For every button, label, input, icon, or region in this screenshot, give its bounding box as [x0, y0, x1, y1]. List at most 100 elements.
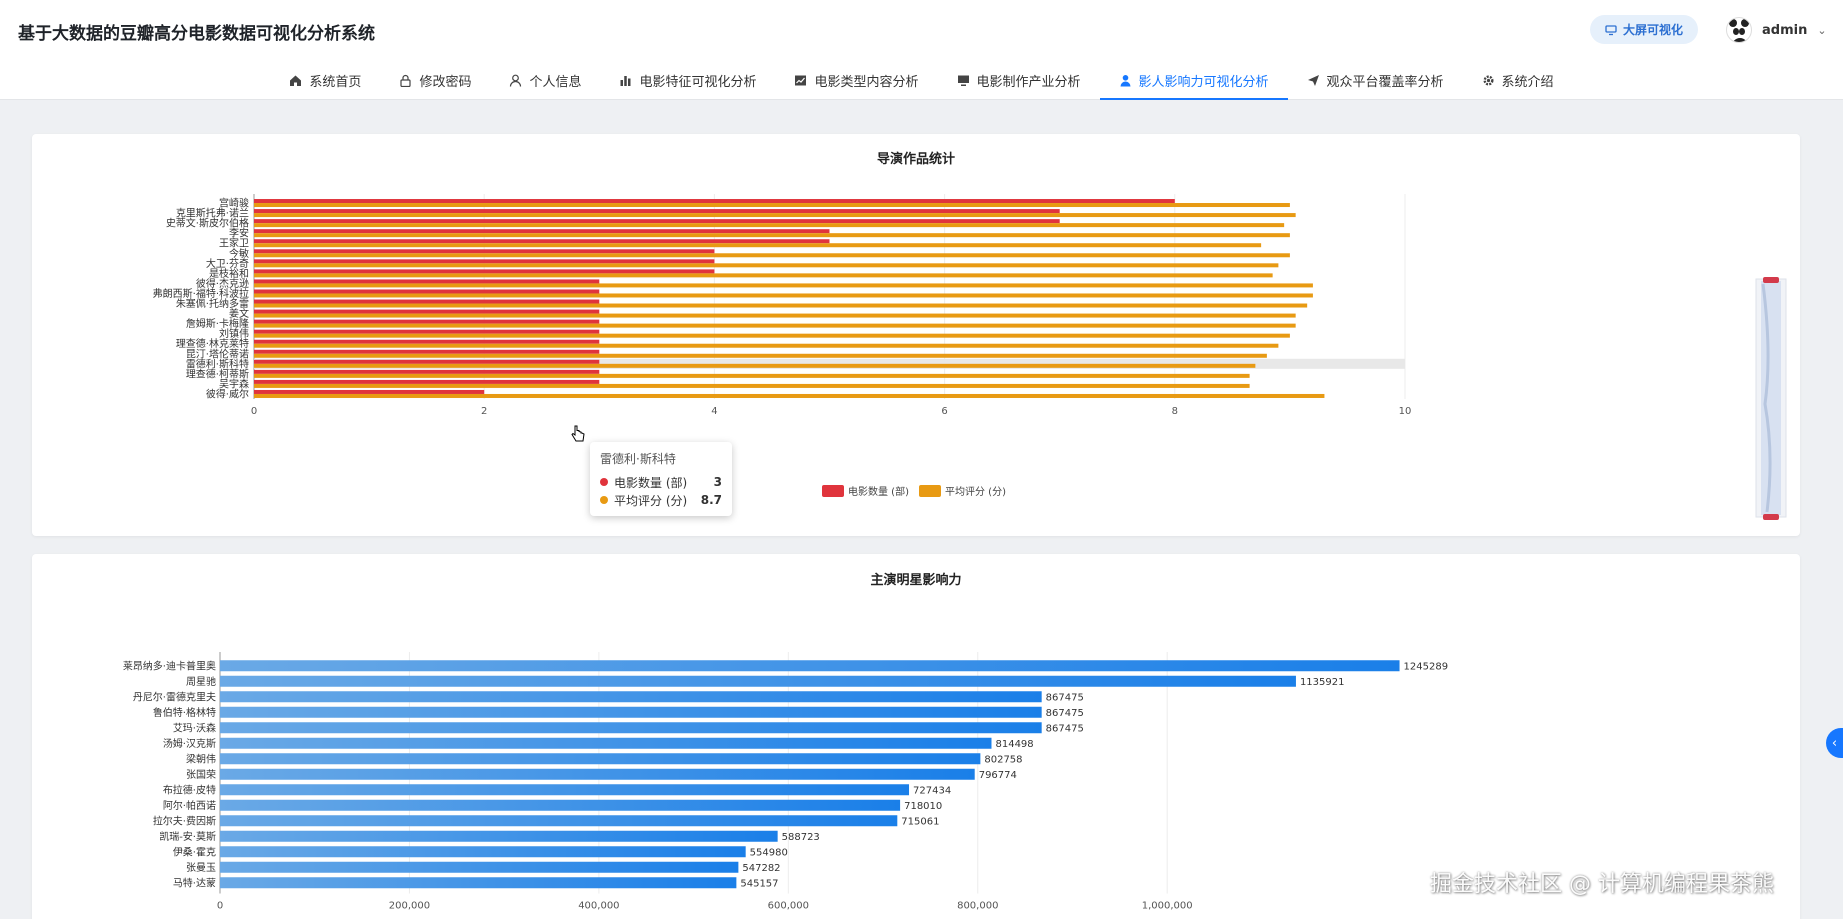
- bar-avg-rating[interactable]: [254, 253, 1290, 258]
- nav-label: 个人信息: [529, 74, 582, 90]
- bar-movie-count[interactable]: [254, 229, 830, 234]
- bar-star-influence[interactable]: [220, 799, 901, 811]
- nav-label: 影人影响力可视化分析: [1138, 74, 1269, 90]
- bar-movie-count[interactable]: [254, 249, 715, 254]
- star-influence-chart[interactable]: 主演明星影响力 莱昂纳多·迪卡普里奥周星驰丹尼尔·雷德克里夫鲁伯特·格林特艾玛·…: [32, 554, 1800, 919]
- bar-avg-rating[interactable]: [254, 283, 1313, 288]
- bar-movie-count[interactable]: [254, 369, 600, 374]
- bar-movie-count[interactable]: [254, 379, 600, 384]
- cart-icon: [1605, 24, 1617, 35]
- bar-movie-count[interactable]: [254, 349, 600, 354]
- chevron-left-icon: ‹: [1831, 735, 1838, 751]
- y-category-label: 理查德·林克莱特: [176, 337, 249, 350]
- bar-avg-rating[interactable]: [254, 343, 1279, 348]
- bar-avg-rating[interactable]: [254, 353, 1267, 358]
- nav-item-profile[interactable]: 个人信息: [490, 60, 600, 100]
- bar-avg-rating[interactable]: [254, 233, 1290, 238]
- bar-movie-count[interactable]: [254, 269, 715, 274]
- nav-item-system-intro[interactable]: 系统介绍: [1463, 60, 1573, 100]
- bar-star-influence[interactable]: [220, 722, 1042, 734]
- y-category-label: 是枝裕和: [209, 267, 249, 280]
- bar-movie-count[interactable]: [254, 239, 830, 244]
- director-works-chart[interactable]: 导演作品统计 宫崎骏克里斯托弗·诺兰史蒂文·斯皮尔伯格李安王家卫今敏大卫·芬奇是…: [32, 134, 1800, 536]
- bar-avg-rating[interactable]: [254, 293, 1313, 298]
- datazoom-handle-bottom[interactable]: [1763, 514, 1779, 520]
- bar-movie-count[interactable]: [254, 289, 600, 294]
- bar-avg-rating[interactable]: [254, 243, 1262, 248]
- bar-movie-count[interactable]: [254, 219, 1060, 224]
- y-category-label: 宫崎骏: [219, 197, 249, 210]
- y-category-label: 朱塞佩·托纳多雷: [176, 297, 249, 310]
- bar-star-influence[interactable]: [220, 830, 778, 842]
- bar-value-label: 1245289: [1404, 661, 1449, 672]
- bar-movie-count[interactable]: [254, 259, 715, 264]
- bar-star-influence[interactable]: [220, 846, 746, 858]
- collapse-toggle-button[interactable]: ‹: [1826, 728, 1843, 758]
- bar-value-label: 715061: [901, 816, 939, 827]
- bar-movie-count[interactable]: [254, 319, 600, 324]
- bar-movie-count[interactable]: [254, 199, 1175, 204]
- bar-avg-rating[interactable]: [254, 383, 1250, 388]
- nav-item-movie-features[interactable]: 电影特征可视化分析: [600, 60, 775, 100]
- chart-legend[interactable]: 电影数量 (部) 平均评分 (分): [822, 485, 1006, 498]
- bar-movie-count[interactable]: [254, 299, 600, 304]
- y-category-label: 凯瑞-安·莫斯: [159, 830, 216, 843]
- nav-item-movie-genres[interactable]: 电影类型内容分析: [775, 60, 937, 100]
- y-category-label: 马特·达蒙: [173, 876, 216, 889]
- bar-movie-count[interactable]: [254, 389, 485, 394]
- bar-star-influence[interactable]: [220, 861, 739, 873]
- bar-movie-count[interactable]: [254, 359, 600, 364]
- bar-star-influence[interactable]: [220, 691, 1042, 703]
- bar-value-label: 796774: [979, 770, 1017, 781]
- bar-avg-rating[interactable]: [254, 323, 1296, 328]
- y-category-label: 弗朗西斯·福特·科波拉: [153, 287, 249, 300]
- bar-avg-rating[interactable]: [254, 313, 1296, 318]
- nav-item-movie-industry[interactable]: 电影制作产业分析: [938, 60, 1100, 100]
- bar-avg-rating[interactable]: [254, 273, 1273, 278]
- datazoom-handle-top[interactable]: [1763, 277, 1779, 283]
- bar-star-influence[interactable]: [220, 675, 1296, 687]
- bar-movie-count[interactable]: [254, 309, 600, 314]
- x-tick-label: 0: [217, 901, 223, 912]
- username: admin: [1762, 22, 1808, 38]
- bar-avg-rating[interactable]: [254, 333, 1290, 338]
- nav-item-people-influence[interactable]: 影人影响力可视化分析: [1099, 60, 1288, 100]
- bar-avg-rating[interactable]: [254, 223, 1285, 228]
- bar-value-label: 867475: [1046, 723, 1084, 734]
- bar-star-influence[interactable]: [220, 753, 981, 765]
- y-category-label: 汤姆·汉克斯: [163, 737, 216, 750]
- x-tick-label: 0: [251, 406, 257, 417]
- bar-avg-rating[interactable]: [254, 213, 1296, 218]
- x-tick-label: 400,000: [578, 901, 619, 912]
- bar-avg-rating[interactable]: [254, 263, 1279, 268]
- legend-label-rating: 平均评分 (分): [945, 486, 1006, 498]
- bar-star-influence[interactable]: [220, 815, 898, 827]
- bar-star-influence[interactable]: [220, 706, 1042, 718]
- nav-item-home[interactable]: 系统首页: [270, 60, 380, 100]
- bar-avg-rating[interactable]: [254, 363, 1256, 368]
- y-category-label: 莱昂纳多·迪卡普里奥: [123, 659, 216, 672]
- y-category-label: 王家卫: [219, 237, 249, 250]
- bar-movie-count[interactable]: [254, 329, 600, 334]
- bigscreen-button[interactable]: 大屏可视化: [1590, 15, 1698, 44]
- bar-movie-count[interactable]: [254, 279, 600, 284]
- bar-avg-rating[interactable]: [254, 393, 1325, 398]
- y-category-label: 理查德·柯蒂斯: [186, 367, 249, 380]
- y-category-label: 张曼玉: [186, 862, 216, 874]
- user-menu[interactable]: admin ⌄: [1726, 14, 1827, 46]
- datazoom-slider[interactable]: [1755, 277, 1787, 520]
- bar-avg-rating[interactable]: [254, 203, 1290, 208]
- bar-avg-rating[interactable]: [254, 373, 1250, 378]
- bar-star-influence[interactable]: [220, 877, 737, 889]
- bar-star-influence[interactable]: [220, 768, 975, 780]
- bar-star-influence[interactable]: [220, 737, 992, 749]
- bar-star-influence[interactable]: [220, 660, 1400, 672]
- nav-item-platform-coverage[interactable]: 观众平台覆盖率分析: [1288, 60, 1463, 100]
- datazoom-window[interactable]: [1761, 281, 1781, 515]
- bar-avg-rating[interactable]: [254, 303, 1308, 308]
- nav-item-change-password[interactable]: 修改密码: [380, 60, 490, 100]
- chart-title: 导演作品统计: [877, 151, 955, 167]
- bar-star-influence[interactable]: [220, 784, 910, 796]
- bar-movie-count[interactable]: [254, 339, 600, 344]
- bar-movie-count[interactable]: [254, 209, 1060, 214]
